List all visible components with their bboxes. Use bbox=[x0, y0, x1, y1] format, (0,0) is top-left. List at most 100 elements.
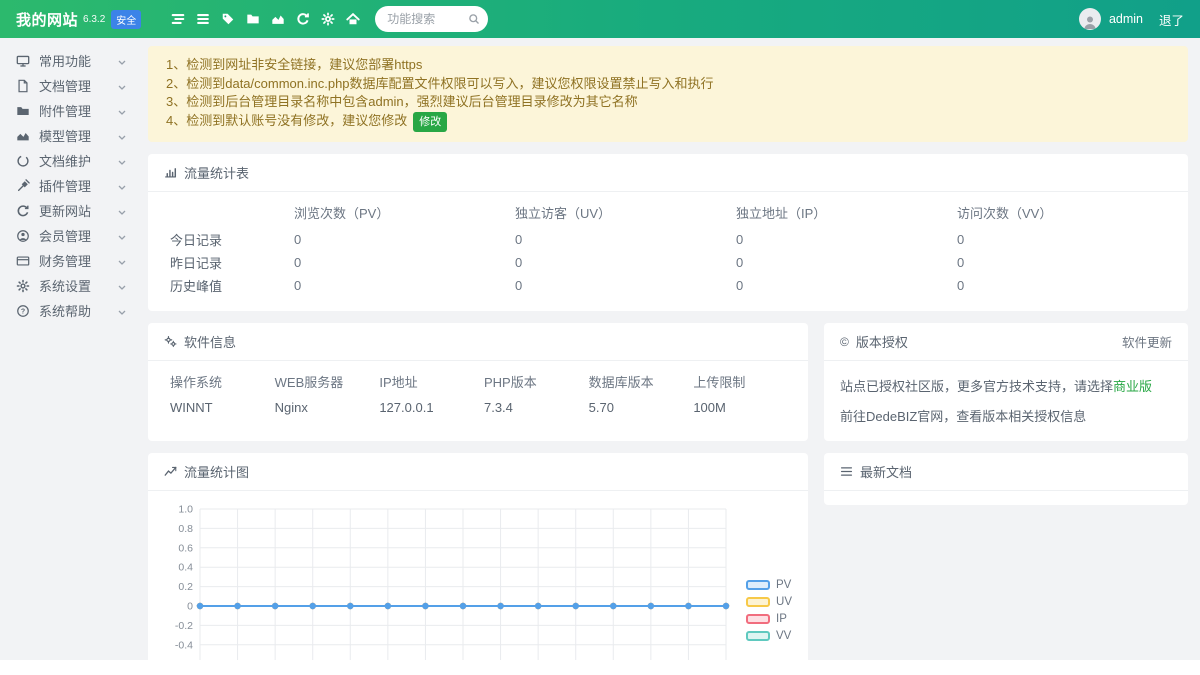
search-icon[interactable] bbox=[468, 13, 480, 25]
sidebar-item-documents[interactable]: 文档管理 bbox=[0, 73, 140, 98]
traffic-chart-panel: 流量统计图 1.00.80.60.40.20-0.2-0.4-0.6-0.8-1… bbox=[148, 453, 808, 675]
column-header: IP地址 bbox=[373, 367, 478, 395]
sidebar-item-common[interactable]: 常用功能 bbox=[0, 48, 140, 73]
cell-value: 5.70 bbox=[583, 395, 688, 420]
footer-bar bbox=[0, 660, 1200, 675]
legend-swatch bbox=[746, 631, 770, 641]
panel-title: 软件信息 bbox=[184, 332, 236, 351]
security-badge[interactable]: 安全 bbox=[111, 10, 141, 29]
sidebar-item-plugins[interactable]: 插件管理 bbox=[0, 173, 140, 198]
column-header: 浏览次数（PV） bbox=[288, 196, 509, 228]
legend-label: UV bbox=[776, 596, 792, 608]
business-edition-link[interactable]: 商业版 bbox=[1113, 379, 1152, 394]
sidebar-item-attachments[interactable]: 附件管理 bbox=[0, 98, 140, 123]
chevron-down-icon bbox=[118, 278, 126, 293]
legend-item-ip[interactable]: IP bbox=[746, 613, 792, 625]
sidebar-item-finance[interactable]: 财务管理 bbox=[0, 248, 140, 273]
legend-item-uv[interactable]: UV bbox=[746, 596, 792, 608]
chevron-down-icon bbox=[118, 128, 126, 143]
search-box bbox=[375, 6, 488, 32]
sidebar-item-label: 系统设置 bbox=[39, 276, 91, 295]
cell-value: 0 bbox=[288, 228, 509, 251]
column-header: 独立地址（IP） bbox=[730, 196, 951, 228]
sidebar-item-maintenance[interactable]: 文档维护 bbox=[0, 148, 140, 173]
chevron-down-icon bbox=[118, 153, 126, 168]
legend-item-pv[interactable]: PV bbox=[746, 579, 792, 591]
plug-icon bbox=[16, 179, 30, 193]
cog-icon[interactable] bbox=[315, 6, 340, 32]
line-chart: 1.00.80.60.40.20-0.2-0.4-0.6-0.8-1.005-2… bbox=[164, 499, 792, 675]
stream-icon[interactable] bbox=[165, 6, 190, 32]
topbar-menu bbox=[165, 6, 365, 32]
credit-card-icon bbox=[16, 254, 30, 268]
sidebar-item-label: 会员管理 bbox=[39, 226, 91, 245]
sidebar-item-update-site[interactable]: 更新网站 bbox=[0, 198, 140, 223]
folder-icon[interactable] bbox=[240, 6, 265, 32]
sidebar-item-label: 财务管理 bbox=[39, 251, 91, 270]
row-label: 昨日记录 bbox=[164, 251, 288, 274]
chevron-down-icon bbox=[118, 203, 126, 218]
alert-line-text: 4、检测到默认账号没有修改，建议您修改 bbox=[166, 113, 407, 128]
latest-docs-body bbox=[824, 491, 1188, 505]
search-input[interactable] bbox=[387, 12, 468, 26]
legend-label: VV bbox=[776, 630, 791, 642]
logout-link[interactable]: 退了 bbox=[1159, 10, 1184, 29]
sidebar-item-label: 模型管理 bbox=[39, 126, 91, 145]
svg-text:?: ? bbox=[21, 308, 25, 315]
cell-value: 7.3.4 bbox=[478, 395, 583, 420]
alert-line: 3、检测到后台管理目录名称中包含admin，强烈建议后台管理目录修改为其它名称 bbox=[166, 93, 1170, 112]
row-label: 历史峰值 bbox=[164, 274, 288, 297]
svg-text:0.2: 0.2 bbox=[178, 581, 193, 593]
bar-chart-icon bbox=[164, 166, 177, 179]
svg-text:0: 0 bbox=[187, 601, 193, 613]
sidebar-item-label: 文档管理 bbox=[39, 76, 91, 95]
sidebar-item-help[interactable]: ? 系统帮助 bbox=[0, 298, 140, 323]
bars-icon[interactable] bbox=[190, 6, 215, 32]
software-info-panel: 软件信息 操作系统 WEB服务器 IP地址 PHP版本 数据库版本 上传限制 W… bbox=[148, 323, 808, 441]
avatar[interactable] bbox=[1079, 8, 1101, 30]
sidebar-item-settings[interactable]: 系统设置 bbox=[0, 273, 140, 298]
version-label: 6.3.2 bbox=[83, 14, 105, 25]
tag-icon[interactable] bbox=[215, 6, 240, 32]
software-update-link[interactable]: 软件更新 bbox=[1122, 332, 1172, 351]
alert-line: 4、检测到默认账号没有修改，建议您修改修改 bbox=[166, 112, 1170, 133]
latest-docs-panel: 最新文档 bbox=[824, 453, 1188, 505]
panel-title: 版本授权 bbox=[856, 332, 908, 351]
panel-title: 流量统计图 bbox=[184, 462, 249, 481]
cog-icon bbox=[16, 279, 30, 293]
line-chart-icon bbox=[164, 465, 177, 478]
brand-title: 我的网站 bbox=[16, 9, 78, 30]
column-header: 数据库版本 bbox=[583, 367, 688, 395]
sync-icon[interactable] bbox=[290, 6, 315, 32]
chevron-down-icon bbox=[118, 228, 126, 243]
topbar: 我的网站 6.3.2 安全 bbox=[0, 0, 1200, 38]
chart-area-icon[interactable] bbox=[265, 6, 290, 32]
sidebar-item-models[interactable]: 模型管理 bbox=[0, 123, 140, 148]
cell-value: 0 bbox=[730, 274, 951, 297]
chart-legend: PV UV IP VV bbox=[746, 579, 792, 647]
panel-header: © 版本授权 软件更新 bbox=[824, 323, 1188, 361]
modify-button[interactable]: 修改 bbox=[413, 112, 447, 133]
cell-value: WINNT bbox=[164, 395, 269, 420]
topbar-user-area: admin 退了 bbox=[1079, 8, 1184, 30]
panel-header: 流量统计表 bbox=[148, 154, 1188, 192]
panel-header: 流量统计图 bbox=[148, 453, 808, 491]
home-icon[interactable] bbox=[340, 6, 365, 32]
sidebar-item-label: 附件管理 bbox=[39, 101, 91, 120]
svg-text:0.8: 0.8 bbox=[178, 523, 193, 535]
user-circle-icon bbox=[16, 229, 30, 243]
legend-item-vv[interactable]: VV bbox=[746, 630, 792, 642]
cell-value: 100M bbox=[687, 395, 792, 420]
sidebar-item-members[interactable]: 会员管理 bbox=[0, 223, 140, 248]
column-header: WEB服务器 bbox=[269, 367, 374, 395]
cell-value: 0 bbox=[509, 274, 730, 297]
svg-text:1.0: 1.0 bbox=[178, 504, 193, 516]
cell-value: 0 bbox=[951, 228, 1172, 251]
legend-label: PV bbox=[776, 579, 791, 591]
cell-value: 0 bbox=[951, 251, 1172, 274]
column-header: 上传限制 bbox=[687, 367, 792, 395]
cell-value: 0 bbox=[288, 251, 509, 274]
main-content: 1、检测到网址非安全链接，建议您部署https 2、检测到data/common… bbox=[140, 38, 1200, 660]
svg-text:-0.2: -0.2 bbox=[175, 620, 193, 632]
username-label[interactable]: admin bbox=[1109, 12, 1143, 26]
